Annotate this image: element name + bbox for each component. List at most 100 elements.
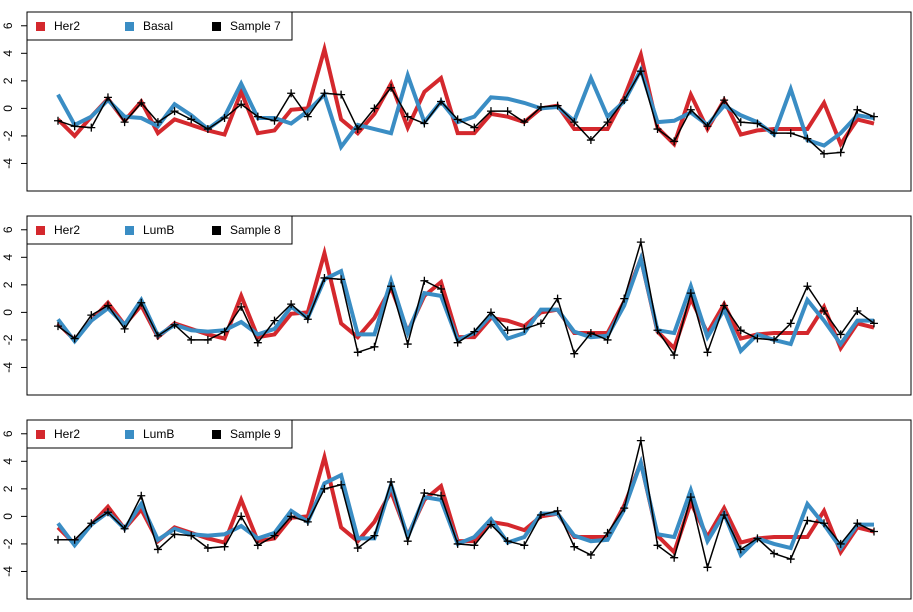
point-marker [770, 335, 779, 344]
y-tick-label: 6 [1, 226, 15, 233]
point-marker [553, 506, 562, 515]
point-marker [303, 315, 312, 324]
point-marker [253, 541, 262, 550]
point-marker [753, 534, 762, 543]
point-marker [453, 115, 462, 124]
point-marker [437, 284, 446, 293]
point-marker [870, 319, 878, 328]
point-marker [170, 320, 179, 329]
legend-swatch [125, 22, 134, 31]
point-marker [536, 319, 545, 328]
point-marker [686, 289, 695, 298]
point-marker [820, 519, 829, 528]
legend-label: Basal [143, 19, 173, 33]
point-marker [836, 148, 845, 157]
point-marker [853, 307, 862, 316]
point-marker [670, 553, 679, 562]
point-marker [653, 541, 662, 550]
point-marker [453, 338, 462, 347]
point-marker [387, 282, 396, 291]
point-marker [636, 238, 645, 247]
legend-swatch [212, 430, 221, 439]
point-marker [603, 335, 612, 344]
panel: -4 -2 0 2 4 6 Her2 Basal Sample 7 [1, 11, 912, 192]
point-marker [753, 334, 762, 343]
legend-swatch [212, 22, 221, 31]
point-marker [337, 480, 346, 489]
point-marker [703, 122, 712, 131]
point-marker [786, 555, 795, 564]
point-marker [503, 326, 512, 335]
point-marker [520, 541, 529, 550]
point-marker [103, 301, 112, 310]
point-marker [820, 149, 829, 158]
point-marker [153, 331, 162, 340]
point-marker [70, 535, 79, 544]
point-marker [520, 118, 529, 127]
point-marker [87, 123, 96, 132]
series-line [58, 440, 875, 571]
point-marker [353, 348, 362, 357]
point-marker [137, 298, 146, 307]
point-marker [237, 302, 246, 311]
point-marker [870, 527, 878, 536]
y-tick-label: 4 [1, 458, 15, 465]
point-marker [70, 122, 79, 131]
series-line [56, 455, 874, 559]
point-marker [570, 542, 579, 551]
legend-label: LumB [143, 427, 174, 441]
point-marker [653, 125, 662, 134]
point-marker [720, 511, 729, 520]
point-marker [536, 511, 545, 520]
y-tick-label: 4 [1, 254, 15, 261]
point-marker [653, 326, 662, 335]
point-marker [370, 342, 379, 351]
point-marker [720, 301, 729, 310]
point-marker [720, 96, 729, 105]
point-marker [403, 537, 412, 546]
point-marker [370, 531, 379, 540]
point-marker [287, 89, 296, 98]
point-marker [753, 119, 762, 128]
point-marker [253, 338, 262, 347]
legend-label: Sample 9 [230, 427, 281, 441]
point-marker [203, 125, 212, 134]
point-marker [270, 316, 279, 325]
legend-swatch [212, 226, 221, 235]
point-marker [636, 436, 645, 445]
point-marker [303, 112, 312, 121]
legend-label: Her2 [54, 427, 80, 441]
point-marker [153, 545, 162, 554]
y-tick-label: -2 [1, 130, 15, 141]
point-marker [320, 89, 329, 98]
point-marker [370, 104, 379, 113]
point-marker [586, 550, 595, 559]
point-marker [470, 327, 479, 336]
series-line [56, 449, 875, 557]
point-marker [403, 340, 412, 349]
point-marker [470, 123, 479, 132]
point-marker [486, 520, 495, 529]
point-marker [736, 326, 745, 335]
point-marker [203, 335, 212, 344]
point-marker [603, 528, 612, 537]
point-marker [820, 307, 829, 316]
point-marker [270, 531, 279, 540]
point-marker [237, 100, 246, 109]
point-marker [387, 83, 396, 92]
legend-swatch [125, 226, 134, 235]
point-marker [453, 539, 462, 548]
point-marker [170, 107, 179, 116]
panel: -4 -2 0 2 4 6 Her2 LumB Sample 9 [1, 419, 912, 600]
point-marker [103, 93, 112, 102]
point-marker [337, 275, 346, 284]
plot-frame [26, 11, 912, 192]
point-marker [420, 119, 429, 128]
point-marker [420, 276, 429, 285]
y-tick-label: -4 [1, 362, 15, 373]
point-marker [170, 530, 179, 539]
y-tick-label: -4 [1, 158, 15, 169]
point-marker [187, 531, 196, 540]
point-marker [520, 324, 529, 333]
